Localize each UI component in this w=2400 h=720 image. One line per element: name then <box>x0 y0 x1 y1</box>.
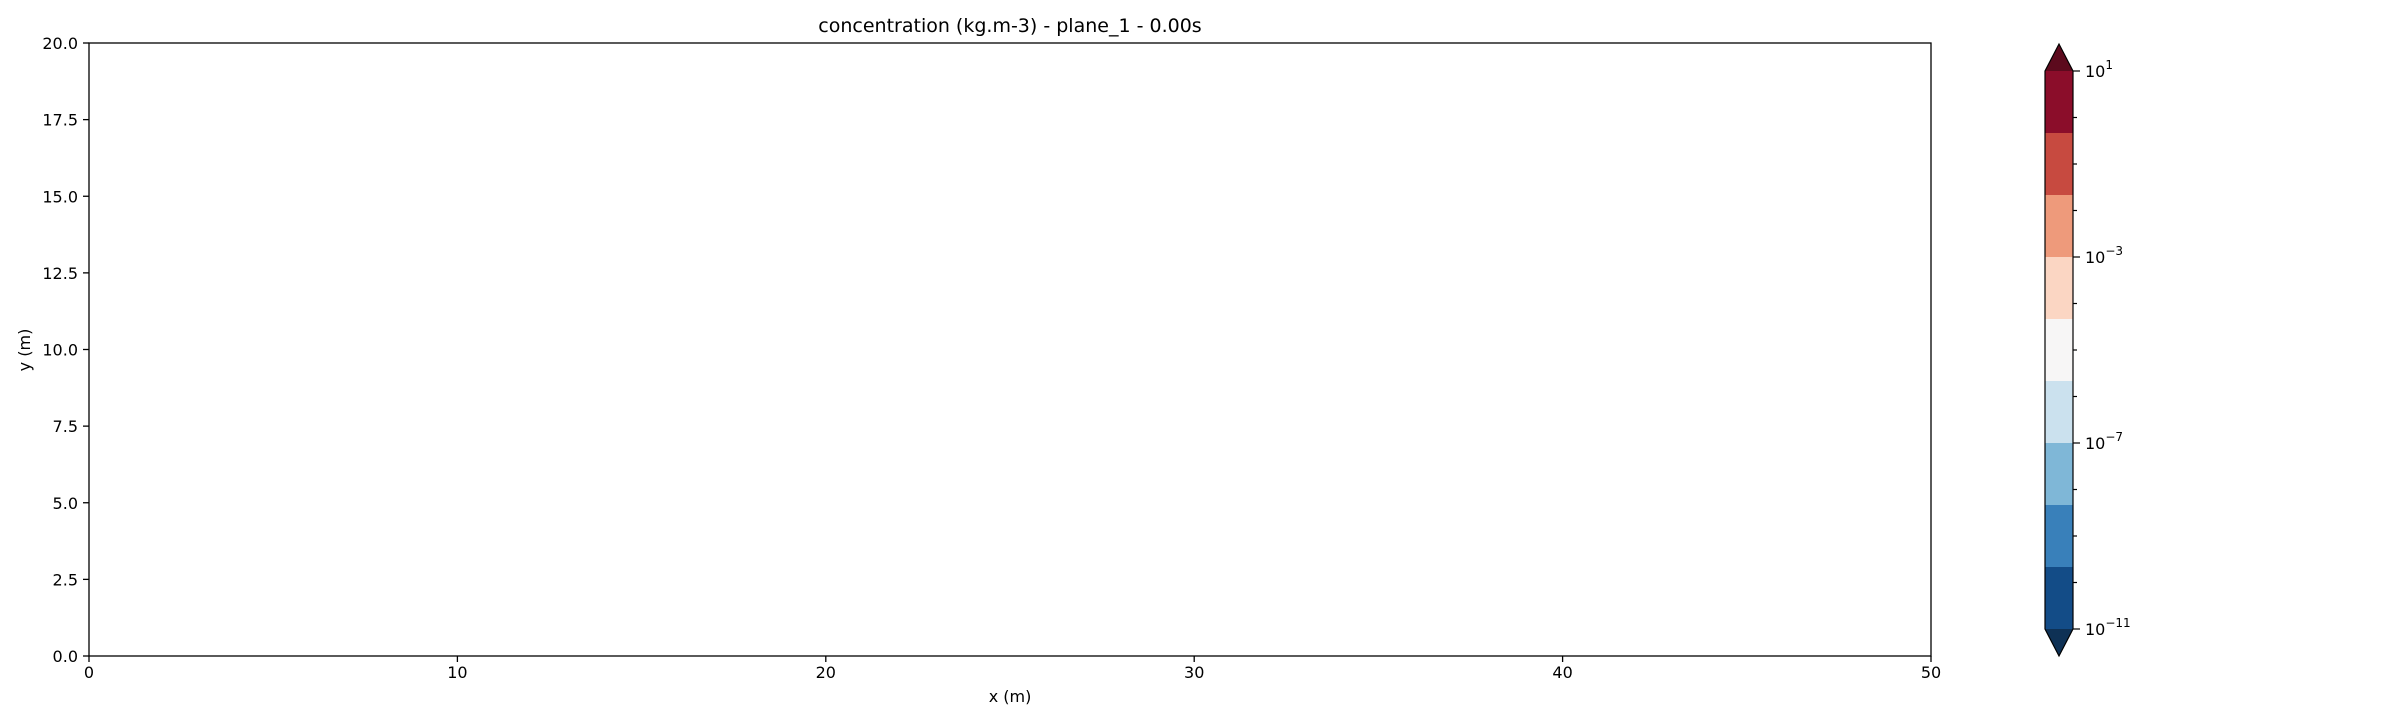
colorbar-band <box>2045 443 2073 505</box>
y-tick-label: 7.5 <box>53 417 78 436</box>
colorbar-label-base: 10 <box>2085 620 2105 639</box>
x-tick-label: 20 <box>816 663 836 682</box>
x-axis: 0 10 20 30 40 50 <box>84 656 1941 682</box>
y-tick-label: 20.0 <box>42 34 78 53</box>
colorbar-over-extension <box>2045 44 2073 71</box>
x-axis-label: x (m) <box>989 687 1032 706</box>
colorbar-label-base: 10 <box>2085 62 2105 81</box>
colorbar-band <box>2045 567 2073 629</box>
y-tick-label: 15.0 <box>42 187 78 206</box>
colorbar-band <box>2045 505 2073 567</box>
y-tick-label: 17.5 <box>42 111 78 130</box>
colorbar-label-base: 10 <box>2085 434 2105 453</box>
colorbar-label: 10−7 <box>2085 430 2123 453</box>
y-tick-label: 10.0 <box>42 341 78 360</box>
y-axis-label: y (m) <box>15 329 34 372</box>
plot-area: 0 10 20 30 40 50 0.0 2.5 5.0 7.5 10.0 12.5 15.0 17.5… <box>42 34 1941 682</box>
chart-title: concentration (kg.m-3) - plane_1 - 0.00s <box>818 15 1201 37</box>
x-tick-label: 0 <box>84 663 94 682</box>
colorbar-label-exponent: −11 <box>2105 616 2130 630</box>
colorbar-label: 10−3 <box>2085 244 2123 267</box>
y-tick-label: 12.5 <box>42 264 78 283</box>
x-tick-label: 50 <box>1921 663 1941 682</box>
y-tick-label: 5.0 <box>53 494 78 513</box>
y-tick-label: 0.0 <box>53 647 78 666</box>
colorbar-bands <box>2044 42 2074 658</box>
colorbar-label-exponent: 1 <box>2105 58 2113 72</box>
x-tick-label: 30 <box>1184 663 1204 682</box>
colorbar-label-exponent: −7 <box>2105 430 2123 444</box>
y-axis: 0.0 2.5 5.0 7.5 10.0 12.5 15.0 17.5 20.0 <box>42 34 89 666</box>
colorbar-band <box>2045 257 2073 319</box>
colorbar-band <box>2045 133 2073 195</box>
colorbar-label-base: 10 <box>2085 248 2105 267</box>
colorbar-label-exponent: −3 <box>2105 244 2123 258</box>
colorbar-under-extension <box>2045 629 2073 656</box>
colorbar-ticks <box>2073 70 2080 630</box>
colorbar-label: 101 <box>2085 58 2113 81</box>
x-tick-label: 40 <box>1552 663 1572 682</box>
colorbar-band <box>2045 381 2073 443</box>
x-tick-label: 10 <box>447 663 467 682</box>
colorbar-band <box>2045 195 2073 257</box>
axes-frame <box>88 42 1932 657</box>
colorbar-band <box>2045 71 2073 133</box>
y-tick-label: 2.5 <box>53 570 78 589</box>
colorbar-band <box>2045 319 2073 381</box>
colorbar-label: 10−11 <box>2085 616 2131 639</box>
